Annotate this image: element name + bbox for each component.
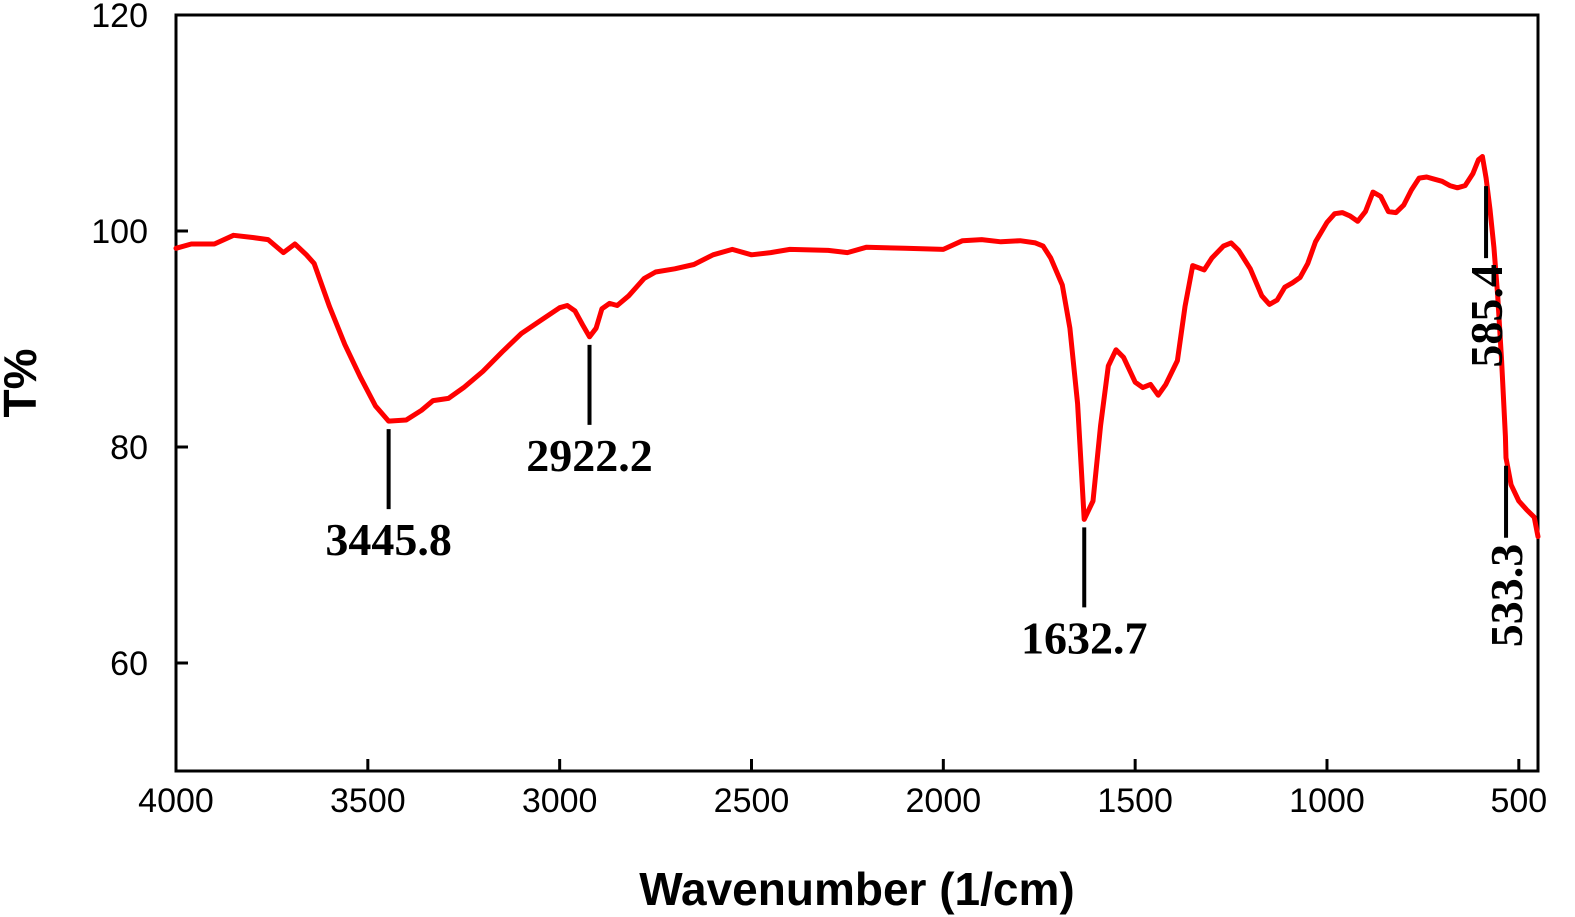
x-axis-title: Wavenumber (1/cm) [639,863,1074,915]
x-tick-label: 3000 [522,782,598,820]
y-tick-label: 60 [110,645,148,683]
series-line [173,154,1541,540]
x-tick-label: 2500 [714,782,790,820]
y-tick-label: 100 [91,213,148,251]
x-tick-label: 1500 [1097,782,1173,820]
y-tick-label: 80 [110,429,148,467]
peak-label: 3445.8 [325,514,452,565]
x-tick-label: 2000 [906,782,982,820]
x-tick-label: 3500 [330,782,406,820]
peak-annotations: 3445.8 2922.2 1632.7 585.4 533.3 [325,186,1532,663]
x-tick-label: 4000 [138,782,214,820]
peak-label: 533.3 [1481,544,1532,648]
x-axis: 4000 3500 3000 2500 2000 1500 1000 500 [138,759,1547,820]
peak-label: 585.4 [1461,264,1512,368]
peak-label: 1632.7 [1021,612,1148,663]
x-tick-label: 1000 [1289,782,1365,820]
plot-frame [174,13,1540,773]
y-axis: 60 80 100 120 [91,0,188,683]
x-tick-label: 500 [1490,782,1547,820]
y-tick-label: 120 [91,0,148,35]
peak-label: 2922.2 [526,430,653,481]
y-axis-title: T% [0,349,46,418]
